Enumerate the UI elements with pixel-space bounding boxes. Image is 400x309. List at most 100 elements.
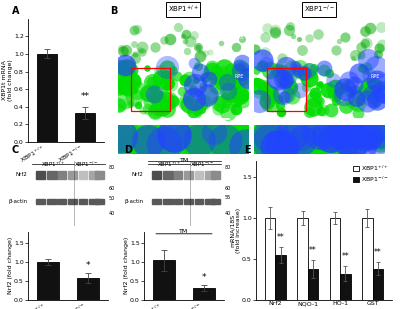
Point [165,80,172,85]
Point [321,129,327,134]
Point [351,102,357,107]
Point [232,45,239,50]
Point [336,38,342,43]
Text: 80: 80 [108,165,115,170]
Text: RPE: RPE [371,74,380,79]
Point [154,86,161,91]
Point [159,130,165,135]
Point [358,45,364,50]
Point [297,87,303,92]
Point [186,130,192,135]
Point [232,106,239,111]
Point [181,100,188,105]
Point [215,100,221,105]
Point [258,133,265,138]
Point [359,92,365,97]
Point [229,140,236,145]
Bar [184,199,193,205]
Point [280,91,286,96]
Point [197,49,204,53]
Point [332,91,338,96]
Point [229,76,235,81]
Point [147,145,153,150]
Point [132,55,139,60]
Point [193,77,199,82]
Text: Nrf2: Nrf2 [132,172,144,177]
Point [380,92,386,97]
Point [341,85,348,90]
Point [342,87,348,91]
Point [380,133,386,138]
Point [306,69,312,74]
Point [210,73,217,78]
Point [239,36,245,41]
Point [183,90,189,95]
Point [288,94,295,99]
Point [119,80,125,85]
Point [200,137,207,142]
Point [240,70,246,75]
Point [134,26,140,31]
Point [161,142,167,147]
Point [206,49,213,54]
Point [363,41,370,46]
Point [305,138,311,143]
Bar [174,199,182,205]
Point [128,68,135,73]
Point [148,138,155,143]
Point [262,34,268,39]
Point [130,41,137,46]
Point [195,44,202,49]
Point [328,91,334,96]
Point [243,126,250,131]
Point [201,138,208,143]
Text: Ch: Ch [238,35,244,40]
Point [195,64,201,69]
Point [150,130,156,135]
Point [277,103,284,108]
Point [261,49,268,54]
Point [374,98,380,103]
Point [238,61,245,66]
Point [138,45,145,50]
Point [316,82,323,87]
Point [278,68,284,73]
Point [126,71,133,76]
Point [218,98,224,103]
Bar [205,171,215,179]
Point [239,76,245,81]
Point [184,99,190,104]
Point [267,92,274,97]
Point [320,142,326,146]
Y-axis label: Nrf2 (fold change): Nrf2 (fold change) [124,237,129,294]
Point [331,134,338,139]
Point [316,83,322,87]
Point [260,137,266,142]
Point [239,149,246,154]
Point [191,32,198,37]
Point [124,72,131,77]
Point [155,95,162,100]
Point [157,137,164,142]
Point [316,130,323,135]
Text: **: ** [277,233,284,242]
Point [263,138,270,143]
Bar [276,255,286,300]
Text: 50: 50 [108,196,115,201]
Bar [37,262,59,300]
Point [272,30,278,35]
Point [244,75,251,80]
Text: **: ** [374,248,382,257]
Point [157,140,163,145]
Point [166,36,173,41]
Point [379,43,385,48]
Point [225,89,232,94]
Point [373,65,379,70]
Point [234,134,241,139]
Point [328,108,334,113]
Point [295,68,301,73]
Point [240,99,246,104]
Point [363,66,369,71]
Point [272,31,278,36]
Point [138,133,145,138]
